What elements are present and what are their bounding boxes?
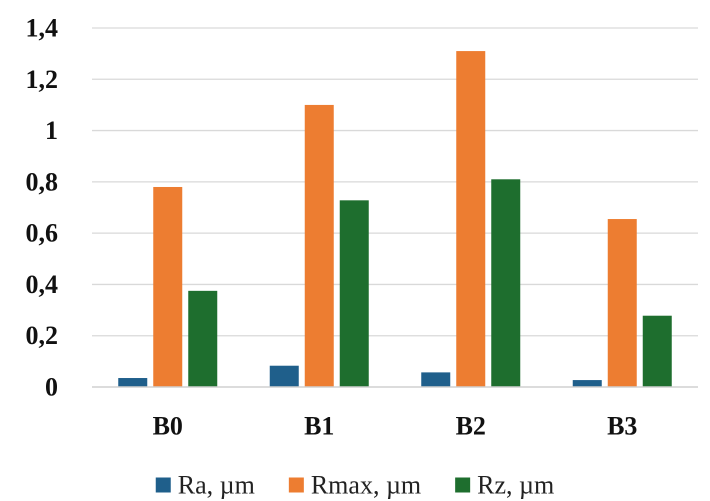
x-tick-label: B0 <box>153 412 183 441</box>
y-tick-label: 0 <box>45 373 58 402</box>
x-axis-ticks: B0 B1 B2 B3 <box>153 412 638 441</box>
legend-item: Ra, µm <box>155 471 255 500</box>
y-tick-label: 1 <box>45 116 58 145</box>
bar-b3-series-1 <box>572 380 602 387</box>
x-tick-label: B3 <box>607 412 637 441</box>
bar-b1-series-2 <box>304 104 334 387</box>
legend-label: Ra, µm <box>178 471 255 500</box>
legend-item: Rz, µm <box>455 471 554 500</box>
bar-b2-series-3 <box>491 179 521 387</box>
legend-swatch <box>288 477 304 493</box>
bar-b2-series-1 <box>421 372 451 387</box>
bar-b2-series-2 <box>456 51 486 387</box>
bar-b0-series-3 <box>188 290 218 387</box>
legend-swatch <box>455 477 471 493</box>
y-tick-label: 1,2 <box>26 65 59 94</box>
y-tick-label: 0,6 <box>26 219 59 248</box>
bars <box>118 51 672 387</box>
legend: Ra, µm Rmax, µm Rz, µm <box>155 471 554 500</box>
y-tick-label: 0,2 <box>26 321 59 350</box>
x-tick-label: B2 <box>456 412 486 441</box>
x-tick-label: B1 <box>304 412 334 441</box>
gridlines <box>92 27 698 337</box>
bar-b0-series-1 <box>118 378 148 387</box>
y-tick-label: 1,4 <box>26 14 59 43</box>
bar-b1-series-3 <box>339 200 369 387</box>
y-axis-ticks: 0 0,2 0,4 0,6 0,8 1 1,2 1,4 <box>26 14 59 402</box>
bar-b3-series-3 <box>642 315 672 387</box>
bar-b3-series-2 <box>607 219 637 387</box>
bar-b1-series-1 <box>269 365 299 387</box>
y-tick-label: 0,4 <box>26 270 59 299</box>
legend-swatch <box>155 477 171 493</box>
legend-label: Rmax, µm <box>311 471 421 500</box>
legend-label: Rz, µm <box>477 471 554 500</box>
bar-b0-series-2 <box>153 186 183 387</box>
y-tick-label: 0,8 <box>26 167 59 196</box>
legend-item: Rmax, µm <box>288 471 421 500</box>
